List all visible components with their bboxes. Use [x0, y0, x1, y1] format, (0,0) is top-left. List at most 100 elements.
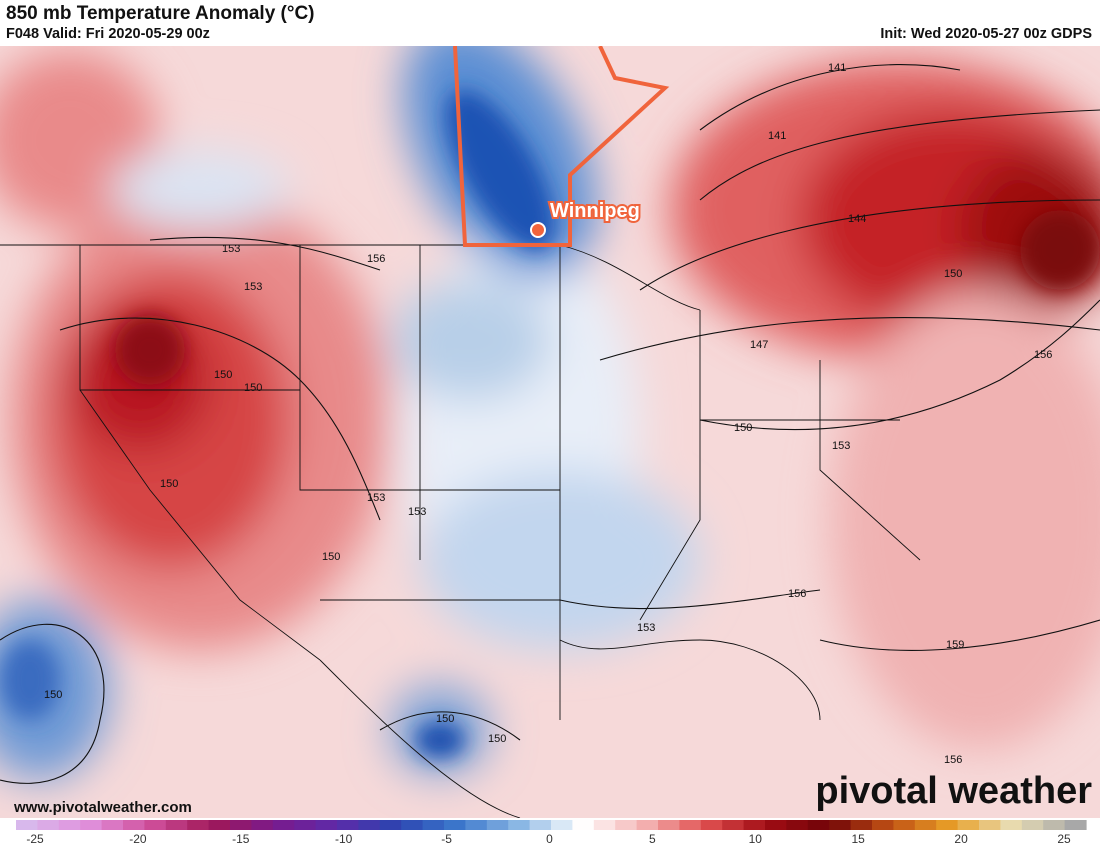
colorbar-swatch [1000, 820, 1023, 830]
anomaly-detail [0, 90, 1100, 758]
init-time: Init: Wed 2020-05-27 00z GDPS [880, 26, 1092, 42]
contour-label: 153 [367, 492, 385, 504]
winnipeg-label: Winnipeg [550, 200, 640, 222]
colorbar-tick: -5 [441, 832, 452, 846]
colorbar-swatch [551, 820, 573, 830]
colorbar-tick: -15 [232, 832, 250, 846]
colorbar-tick: -10 [335, 832, 353, 846]
colorbar-swatch [230, 820, 252, 830]
colorbar-swatch [893, 820, 916, 830]
contour-label: 150 [160, 478, 178, 490]
colorbar-gradient [16, 820, 1087, 830]
colorbar-swatch [465, 820, 488, 830]
colorbar-swatch [272, 820, 295, 830]
colorbar-swatch [358, 820, 381, 830]
colorbar-swatch [208, 820, 231, 830]
colorbar-tick: 10 [748, 832, 762, 846]
colorbar-swatch [807, 820, 830, 830]
colorbar-swatch [337, 820, 359, 830]
contour-label: 141 [768, 130, 786, 142]
colorbar-swatch [486, 820, 509, 830]
colorbar-swatch [251, 820, 274, 830]
colorbar-swatch [379, 820, 402, 830]
colorbar-tick: -25 [26, 832, 44, 846]
colorbar-swatch [80, 820, 103, 830]
contour-label: 159 [946, 639, 964, 651]
colorbar-swatch [315, 820, 338, 830]
contour-label: 141 [828, 62, 846, 74]
colorbar-swatch [294, 820, 317, 830]
colorbar-swatch [123, 820, 145, 830]
contour-label: 147 [750, 339, 768, 351]
colorbar-tick: -20 [129, 832, 147, 846]
colorbar-tick: 25 [1057, 832, 1071, 846]
manitoba-highlight [453, 46, 670, 247]
colorbar-swatch [1021, 820, 1044, 830]
contour-label: 150 [214, 369, 232, 381]
contour-label: 150 [322, 551, 340, 563]
contour-label: 156 [367, 253, 385, 265]
colorbar-swatch [401, 820, 424, 830]
colorbar-swatch [700, 820, 723, 830]
colorbar-tick: 5 [649, 832, 656, 846]
colorbar-swatch [914, 820, 937, 830]
colorbar-swatch [508, 820, 531, 830]
contour-label: 156 [788, 588, 806, 600]
colorbar-swatch [765, 820, 787, 830]
height-contours [0, 64, 1100, 784]
contour-label: 150 [488, 733, 506, 745]
colorbar-swatch [679, 820, 702, 830]
contour-label: 153 [408, 506, 426, 518]
colorbar-swatch [165, 820, 188, 830]
colorbar-swatch [786, 820, 809, 830]
contour-label: 150 [436, 713, 454, 725]
colorbar-swatch [572, 820, 595, 830]
contour-label: 153 [244, 281, 262, 293]
contour-label: 150 [734, 422, 752, 434]
colorbar-swatch [58, 820, 81, 830]
colorbar-swatch [829, 820, 852, 830]
colorbar: -25 -20 -15 -10 -5 0 5 10 15 20 25 [0, 818, 1100, 850]
contour-label: 153 [832, 440, 850, 452]
colorbar-swatch [658, 820, 680, 830]
colorbar-swatch [615, 820, 638, 830]
winnipeg-marker [530, 222, 546, 238]
colorbar-swatch [743, 820, 766, 830]
contour-label: 150 [944, 268, 962, 280]
colorbar-swatch [593, 820, 616, 830]
anomaly-map: Winnipeg 1411411441501561471501531531531… [0, 46, 1100, 818]
colorbar-tick: 0 [546, 832, 553, 846]
contour-label: 153 [637, 622, 655, 634]
colorbar-swatch [1064, 820, 1087, 830]
colorbar-swatch [872, 820, 894, 830]
colorbar-swatch [957, 820, 980, 830]
contour-label: 153 [222, 243, 240, 255]
colorbar-swatch [444, 820, 466, 830]
colorbar-swatch [37, 820, 60, 830]
colorbar-tick: 15 [851, 832, 865, 846]
valid-time: F048 Valid: Fri 2020-05-29 00z [6, 26, 210, 42]
contour-label: 156 [1034, 349, 1052, 361]
contour-label: 144 [848, 213, 866, 225]
colorbar-swatch [187, 820, 210, 830]
colorbar-swatch [529, 820, 552, 830]
contour-label: 150 [44, 689, 62, 701]
colorbar-swatch [101, 820, 124, 830]
colorbar-swatch [422, 820, 445, 830]
header: 850 mb Temperature Anomaly (°C) F048 Val… [0, 0, 1100, 46]
colorbar-swatch [936, 820, 959, 830]
colorbar-swatch [850, 820, 873, 830]
colorbar-swatch [722, 820, 745, 830]
colorbar-swatch [1043, 820, 1066, 830]
contour-label: 156 [944, 754, 962, 766]
website-credit: www.pivotalweather.com [13, 799, 192, 816]
colorbar-swatch [636, 820, 659, 830]
contour-label: 150 [244, 382, 262, 394]
colorbar-swatch [16, 820, 38, 830]
colorbar-swatch [144, 820, 167, 830]
contour-labels: 141 141 144 150 156 147 150 153 153 153 156 150 150 1… [44, 62, 1052, 766]
map-title: 850 mb Temperature Anomaly (°C) [6, 3, 315, 24]
brand-logo: pivotal weather [815, 770, 1092, 812]
colorbar-tick: 20 [954, 832, 968, 846]
colorbar-swatch [979, 820, 1001, 830]
